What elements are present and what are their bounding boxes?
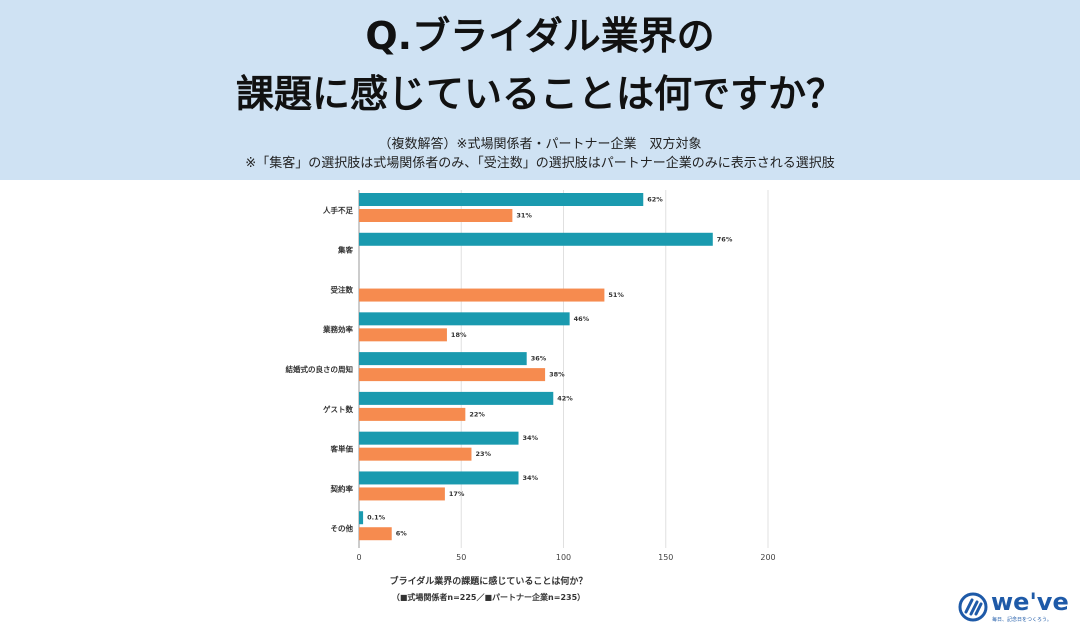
data-label: 34% <box>523 434 539 442</box>
category-label: その他 <box>331 523 354 533</box>
bar-partner <box>359 527 392 541</box>
chart-legend: （■式場関係者n=225／■パートナー企業n=235） <box>392 592 585 602</box>
bar-venue <box>359 431 519 445</box>
weve-logo-icon <box>958 592 988 622</box>
x-tick-label: 50 <box>456 553 466 562</box>
data-label: 51% <box>608 291 624 299</box>
weve-logo: we've 毎日、記念日をつくろう。 <box>958 588 1069 628</box>
category-label: ゲスト数 <box>323 404 353 414</box>
header-band: Q.ブライダル業界の 課題に感じていることは何ですか？ （複数解答）※式場関係者… <box>0 0 1080 180</box>
category-label: 集客 <box>337 245 353 255</box>
bar-venue <box>359 312 570 326</box>
bar-partner <box>359 288 605 302</box>
bar-partner <box>359 209 513 222</box>
chart-title: ブライダル業界の課題に感じていることは何か？ <box>390 575 588 587</box>
x-tick-label: 150 <box>658 553 673 562</box>
category-label: 結婚式の良さの周知 <box>286 364 354 374</box>
data-label: 46% <box>574 315 590 323</box>
data-label: 38% <box>549 371 565 379</box>
category-label: 受注数 <box>331 284 354 294</box>
data-label: 31% <box>516 212 532 220</box>
bar-venue <box>359 391 554 405</box>
x-tick-label: 100 <box>556 553 571 562</box>
bar-venue <box>359 352 527 366</box>
bar-venue <box>359 232 713 246</box>
data-label: 6% <box>396 530 408 538</box>
bar-partner <box>359 328 447 342</box>
bar-venue <box>359 193 644 206</box>
bar-partner <box>359 368 546 382</box>
data-label: 17% <box>449 490 465 498</box>
data-label: 62% <box>647 196 663 204</box>
data-label: 0.1% <box>367 514 386 522</box>
page-title-line1: Q.ブライダル業界の <box>365 14 715 58</box>
data-label: 18% <box>451 331 467 339</box>
data-label: 34% <box>523 474 539 482</box>
subtitle-line1: （複数解答）※式場関係者・パートナー企業 双方対象 <box>378 137 702 152</box>
data-label: 42% <box>557 394 573 402</box>
logo-name: we've <box>991 588 1069 616</box>
page-title-line2: 課題に感じていることは何ですか？ <box>235 72 844 116</box>
bar-partner <box>359 487 445 501</box>
data-label: 36% <box>531 355 547 363</box>
bar-partner <box>359 407 466 421</box>
bar-venue <box>359 471 519 485</box>
data-label: 22% <box>469 410 485 418</box>
category-label: 客単価 <box>330 444 354 454</box>
x-tick-label: 200 <box>760 553 775 562</box>
data-label: 76% <box>717 235 733 243</box>
subtitle-line2: ※「集客」の選択肢は式場関係者のみ、「受注数」の選択肢はパートナー企業のみに表示… <box>245 156 835 171</box>
category-label: 業務効率 <box>322 324 353 334</box>
category-label: 人手不足 <box>323 205 353 215</box>
bar-partner <box>359 447 472 461</box>
x-tick-label: 0 <box>356 553 361 562</box>
logo-tagline: 毎日、記念日をつくろう。 <box>992 617 1052 623</box>
data-label: 23% <box>475 450 491 458</box>
bar-chart: 0 50 100 150 200 人手不足 62% 31% 集客 76% 受注数 51% 業務効率 46%… <box>286 190 776 602</box>
category-label: 契約率 <box>330 483 354 493</box>
bar-venue <box>359 511 364 525</box>
